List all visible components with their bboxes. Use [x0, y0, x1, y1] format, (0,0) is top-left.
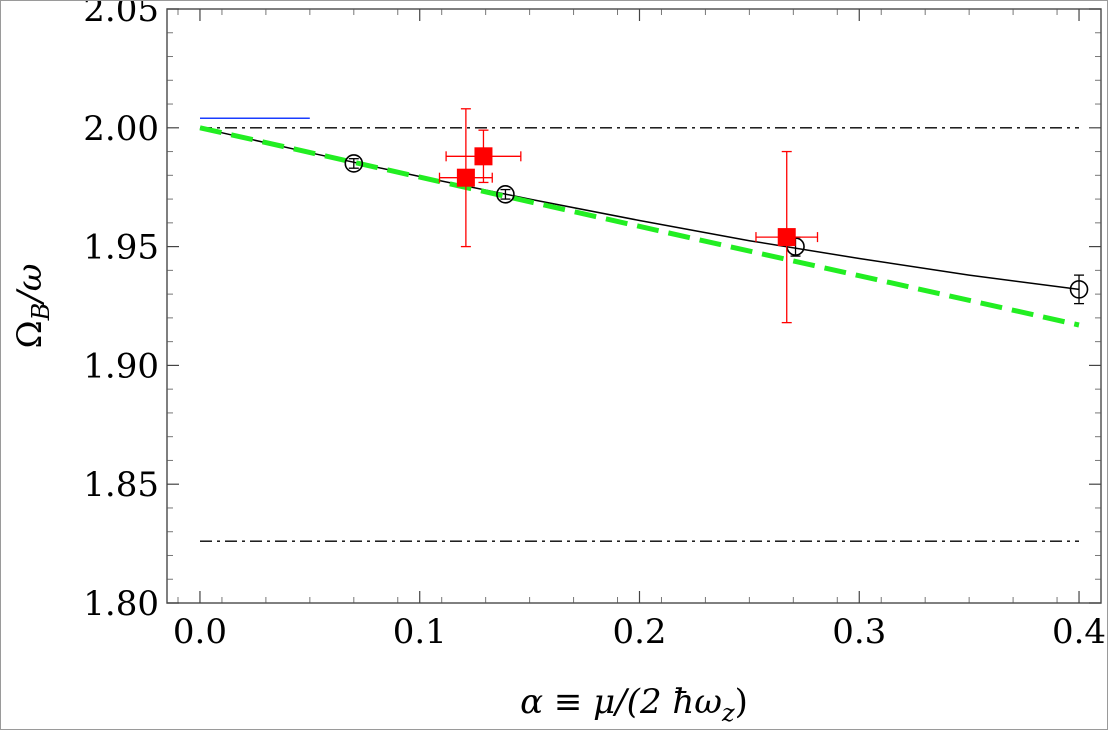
x-tick-label: 0.3	[832, 612, 886, 652]
series-line-line-dashed	[199, 125, 1080, 328]
y-tick-label: 1.80	[83, 584, 159, 624]
x-axis-title: α ≡ μ/(2 ħωz)	[520, 682, 748, 727]
series-lines	[199, 117, 1080, 542]
series-line-line-solid	[199, 127, 1080, 291]
axis-ticks: 0.0 0.1 0.2 0.3 0.4 1.80 1.85 1.90 1.95 2.00 2.05	[83, 1, 1106, 652]
plot-frame	[166, 8, 1102, 604]
y-tick-label: 2.05	[83, 1, 159, 30]
square-marker	[777, 228, 796, 247]
open-circle-marker	[496, 185, 515, 204]
x-tick-label: 0.2	[612, 612, 666, 652]
x-axis-title-main: α ≡ μ/(2 ħω	[520, 682, 722, 722]
y-axis-title-sub: B	[27, 303, 55, 322]
y-axis-title: ΩB/ω	[10, 263, 55, 348]
circle-point	[496, 185, 515, 204]
square-marker	[474, 147, 493, 166]
square-point	[445, 129, 522, 184]
open-circle-marker	[344, 154, 364, 173]
y-axis-title-rest: /ω	[10, 263, 50, 305]
y-tick-label: 1.85	[83, 465, 159, 505]
square-point	[755, 150, 819, 324]
x-axis-title-close: )	[735, 682, 748, 722]
series-points	[344, 108, 1089, 324]
minor-ticks	[167, 9, 1101, 603]
circle-point	[1069, 274, 1089, 305]
x-axis-title-sub: z	[721, 699, 735, 727]
x-tick-label: 0.0	[173, 612, 227, 652]
circle-point	[344, 154, 364, 173]
x-tick-label: 0.1	[393, 612, 447, 652]
y-axis-title-main: Ω	[10, 320, 50, 348]
x-tick-label: 0.4	[1052, 612, 1106, 652]
y-tick-label: 1.90	[83, 346, 159, 386]
square-point	[438, 108, 493, 248]
y-tick-label: 2.00	[83, 109, 159, 149]
y-tick-label: 1.95	[83, 228, 159, 268]
square-marker	[456, 168, 475, 187]
open-circle-marker	[1069, 280, 1089, 299]
